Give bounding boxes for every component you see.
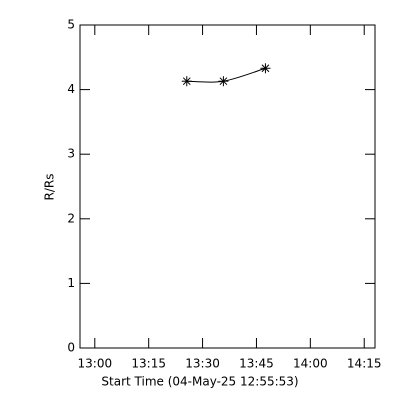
star-stroke — [261, 64, 270, 73]
x-tick-label: 13:15 — [131, 357, 166, 371]
data-line — [186, 67, 266, 83]
x-tick-label: 13:45 — [239, 357, 274, 371]
star-marker — [218, 76, 229, 87]
x-tick-label: 13:30 — [185, 357, 220, 371]
y-tick-label: 1 — [67, 276, 75, 290]
x-tick-label: 14:00 — [293, 357, 328, 371]
y-tick-label: 0 — [67, 341, 75, 355]
y-axis-label: R/Rs — [43, 174, 57, 201]
x-tick-label: 13:00 — [78, 357, 113, 371]
y-tick-label: 3 — [67, 147, 75, 161]
y-tick-label: 5 — [67, 18, 75, 32]
plot-frame — [79, 24, 376, 349]
star-stroke — [219, 77, 228, 86]
y-tick-label: 2 — [67, 211, 75, 225]
y-tick-label: 4 — [67, 82, 75, 96]
star-stroke — [182, 77, 191, 86]
star-marker — [260, 63, 271, 74]
x-axis-label: Start Time (04-May-25 12:55:53) — [101, 375, 298, 389]
x-tick-label: 14:15 — [347, 357, 382, 371]
star-marker — [181, 76, 192, 87]
